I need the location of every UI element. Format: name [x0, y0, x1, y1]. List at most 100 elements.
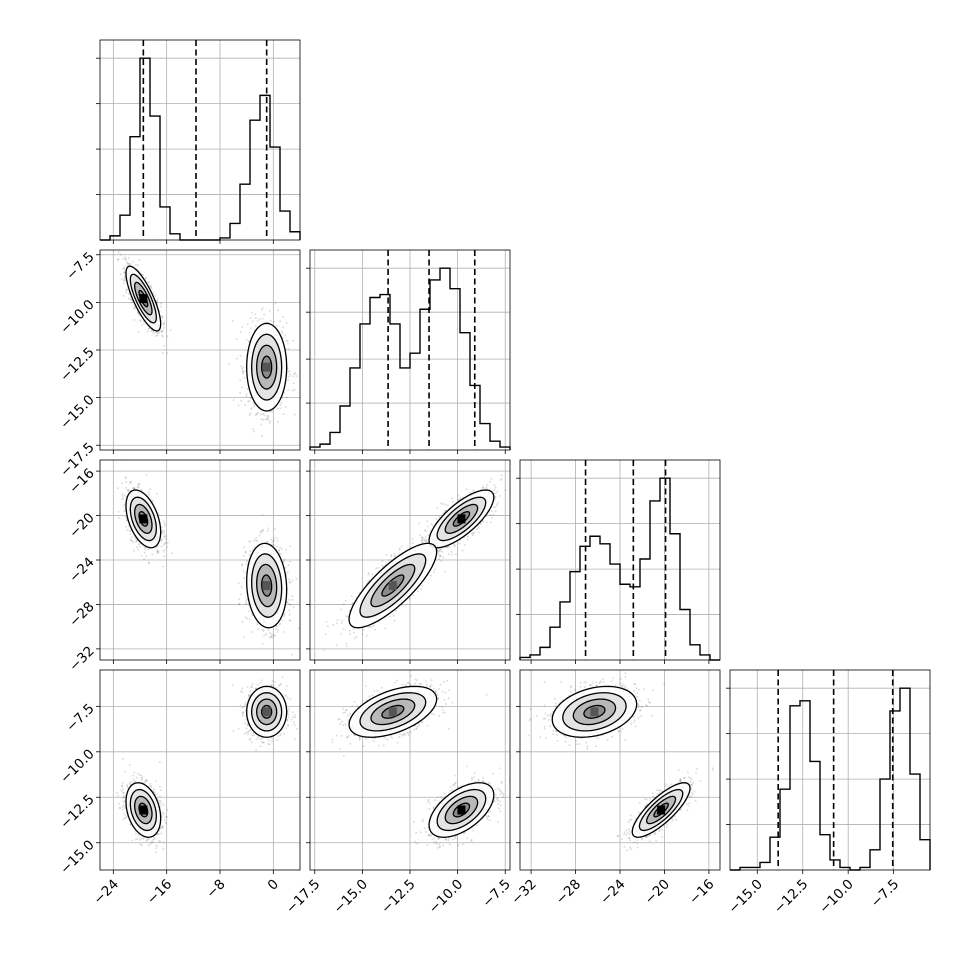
sample-point: [147, 548, 150, 551]
sample-point: [156, 334, 159, 337]
sample-point: [124, 256, 127, 259]
sample-point: [243, 370, 246, 373]
sample-point: [272, 539, 275, 542]
sample-point: [239, 391, 242, 394]
sample-point: [288, 578, 291, 581]
sample-point: [119, 253, 122, 256]
sample-point: [283, 614, 286, 617]
sample-point: [129, 481, 132, 484]
sample-point: [147, 282, 150, 284]
sample-point: [116, 487, 119, 490]
sample-point: [166, 335, 169, 338]
sample-point: [438, 554, 441, 557]
sample-point: [277, 628, 279, 631]
sample-point: [392, 614, 395, 617]
sample-point: [252, 427, 254, 430]
sample-point: [260, 530, 263, 532]
sample-point: [288, 619, 291, 622]
sample-point: [267, 418, 270, 421]
sample-point: [288, 581, 291, 583]
sample-point: [261, 317, 264, 320]
sample-point: [247, 610, 250, 613]
sample-point: [453, 545, 456, 548]
sample-point: [127, 488, 130, 491]
sample-point: [295, 578, 298, 581]
sample-point: [257, 628, 259, 631]
sample-point: [262, 528, 265, 531]
sample-point: [127, 524, 130, 527]
sample-point: [485, 486, 488, 489]
sample-point: [122, 282, 125, 285]
sample-point: [130, 539, 133, 542]
sample-point: [127, 297, 130, 300]
sample-point: [288, 609, 291, 612]
sample-point: [292, 382, 295, 385]
sample-point: [344, 600, 347, 603]
scatter-panel-1-0: [96, 249, 301, 454]
sample-point: [291, 389, 294, 392]
sample-point: [367, 625, 370, 628]
sample-point: [143, 546, 146, 549]
sample-point: [272, 634, 275, 637]
sample-point: [137, 543, 140, 546]
sample-point: [430, 522, 433, 525]
sample-point: [138, 258, 141, 261]
sample-point: [127, 257, 130, 259]
sample-point: [129, 298, 132, 301]
sample-point: [240, 593, 243, 596]
sample-point: [294, 413, 296, 416]
scatter-panel-2-1: [306, 459, 511, 664]
sample-point: [270, 633, 273, 636]
sample-point: [282, 561, 285, 564]
sample-point: [256, 623, 258, 626]
sample-point: [436, 506, 439, 509]
sample-point: [326, 625, 329, 627]
sample-point: [493, 498, 496, 500]
sample-point: [336, 619, 339, 621]
sample-point: [451, 500, 454, 503]
sample-point: [123, 271, 125, 274]
sample-point: [291, 653, 294, 656]
sample-point: [163, 549, 166, 552]
sample-point: [293, 373, 296, 375]
sample-point: [141, 273, 144, 276]
sample-point: [238, 603, 241, 606]
sample-point: [149, 284, 152, 287]
sample-point: [342, 628, 345, 631]
sample-point: [269, 319, 272, 322]
sample-point: [163, 535, 166, 537]
sample-point: [283, 613, 286, 616]
sample-point: [253, 539, 255, 542]
sample-point: [119, 273, 122, 276]
sample-point: [246, 617, 249, 620]
sample-point: [161, 334, 163, 337]
sample-point: [261, 514, 264, 517]
sample-point: [421, 537, 424, 540]
sample-point: [446, 504, 449, 507]
sample-point: [493, 484, 496, 487]
sample-point: [412, 594, 415, 597]
sample-point: [490, 516, 493, 519]
sample-point: [282, 326, 285, 329]
sample-point: [258, 318, 261, 321]
sample-point: [265, 418, 268, 421]
sample-point: [250, 407, 253, 410]
sample-point: [156, 552, 159, 555]
sample-point: [262, 629, 265, 632]
sample-point: [248, 399, 251, 402]
sample-point: [275, 627, 277, 630]
sample-point: [137, 312, 140, 315]
sample-point: [274, 302, 277, 305]
sample-point: [124, 526, 127, 528]
sample-point: [249, 540, 252, 543]
sample-point: [398, 547, 401, 550]
sample-point: [160, 532, 163, 535]
sample-point: [267, 417, 269, 419]
sample-point: [121, 497, 124, 500]
sample-point: [277, 407, 279, 410]
sample-point: [471, 532, 474, 535]
sample-point: [242, 570, 245, 573]
sample-point: [450, 550, 453, 553]
sample-point: [126, 519, 128, 522]
